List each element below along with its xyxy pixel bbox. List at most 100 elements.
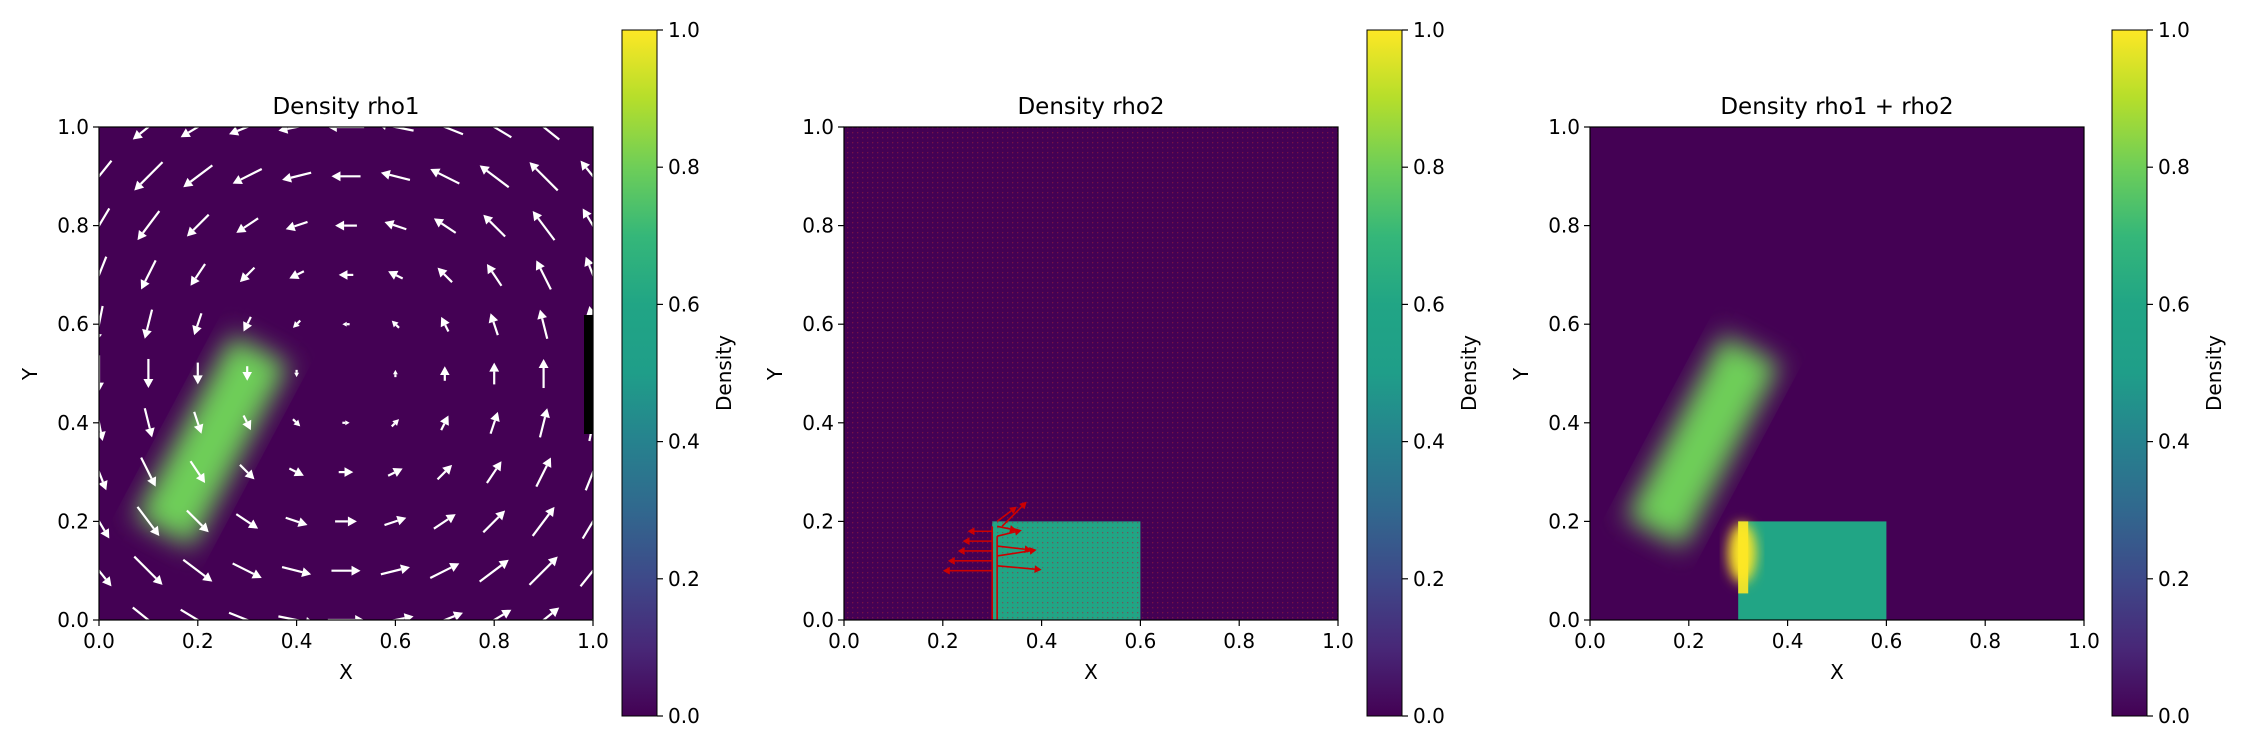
velocity-arrow-head	[393, 369, 398, 375]
x-tick-label: 0.2	[182, 629, 214, 653]
velocity-arrow-head	[301, 567, 312, 577]
velocity-arrow	[246, 316, 252, 324]
y-tick-label: 0.8	[57, 214, 89, 238]
velocity-arrow	[132, 606, 151, 620]
velocity-arrow	[492, 127, 512, 139]
x-tick-label: 0.8	[478, 629, 510, 653]
colorbar-tick-label: 0.0	[1413, 704, 1445, 728]
velocity-arrow	[392, 223, 407, 231]
velocity-arrow	[189, 164, 214, 183]
density-rectangle-rho2	[1738, 521, 1887, 620]
velocity-arrow-head	[327, 127, 337, 132]
x-tick-label: 0.0	[828, 629, 860, 653]
velocity-arrow-head	[236, 223, 247, 233]
velocity-arrow-head	[347, 516, 357, 527]
velocity-arrow	[441, 615, 456, 620]
velocity-arrow-head	[1008, 506, 1017, 514]
colorbar-tick-label: 1.0	[668, 18, 700, 42]
colorbar-tick-label: 0.4	[2158, 430, 2190, 454]
x-tick-label: 0.6	[379, 629, 411, 653]
y-axis-label: Y	[763, 367, 787, 381]
velocity-arrow-head	[132, 130, 143, 140]
colorbar-tick-label: 0.4	[1413, 430, 1445, 454]
y-axis-label: Y	[1509, 367, 1533, 381]
velocity-arrow-head	[242, 419, 252, 431]
velocity-arrow	[144, 259, 157, 282]
velocity-arrow-head	[549, 607, 560, 617]
velocity-arrow	[240, 168, 263, 181]
panel-sum: Density rho1 + rho2 0.0 0.2 0.4 0.6 0.8 1.00.…	[1509, 18, 2226, 728]
colorbar-gradient	[1366, 29, 1403, 717]
velocity-arrow-head	[584, 256, 593, 267]
colorbar-tick-label: 0.2	[1413, 567, 1445, 591]
velocity-arrow	[541, 127, 560, 141]
velocity-arrow-head	[102, 576, 112, 587]
velocity-arrow-head	[342, 321, 347, 327]
velocity-arrow-head	[597, 606, 607, 616]
velocity-arrow	[290, 171, 312, 179]
velocity-arrow-head	[403, 613, 414, 620]
x-tick-label: 0.0	[1574, 629, 1606, 653]
velocity-arrow	[581, 519, 593, 540]
x-tick-label: 1.0	[1322, 629, 1354, 653]
velocity-arrow-head	[293, 419, 301, 427]
velocity-arrow	[444, 324, 450, 332]
x-tick-label: 1.0	[577, 629, 609, 653]
colorbar-gradient	[2111, 29, 2148, 717]
plot-frame	[98, 126, 594, 621]
velocity-arrow	[996, 510, 1012, 523]
panel-rho2: Density rho2 0.0 0.2 0.4 0.6 0.8 1.0 0.0 0.2 0.4…	[763, 18, 1481, 728]
velocity-arrow-head	[392, 468, 403, 477]
velocity-arrow-head	[596, 555, 605, 565]
colorbar-tick-label: 0.0	[668, 704, 700, 728]
velocity-arrow	[292, 418, 297, 423]
y-tick-label: 0.2	[1548, 509, 1580, 533]
velocity-arrow-head	[282, 172, 292, 183]
velocity-arrow-head	[452, 611, 463, 620]
velocity-arrow-head	[134, 180, 145, 191]
velocity-arrow-head	[278, 127, 289, 134]
velocity-arrow-head	[538, 358, 549, 368]
velocity-arrow-head	[145, 427, 155, 438]
velocity-arrow-head	[143, 379, 154, 389]
velocity-arrow	[437, 172, 460, 185]
velocity-arrow	[133, 555, 157, 580]
velocity-arrow	[1001, 506, 1023, 527]
velocity-arrow-head	[293, 467, 304, 477]
velocity-arrow	[236, 127, 251, 132]
velocity-arrow-head	[1034, 565, 1042, 573]
velocity-arrow-head	[535, 260, 545, 271]
velocity-arrow-head	[477, 117, 487, 126]
velocity-arrow-head	[239, 272, 250, 283]
velocity-arrow	[99, 519, 106, 532]
velocity-arrow	[193, 411, 200, 426]
velocity-arrow-head	[1019, 501, 1027, 510]
velocity-arrow	[584, 469, 593, 491]
heatmap-area	[844, 127, 1338, 620]
colorbar-tick-label: 1.0	[1413, 18, 1445, 42]
velocity-arrow-head	[331, 171, 341, 182]
velocity-arrow-head	[242, 372, 252, 381]
velocity-arrow	[142, 210, 161, 234]
colorbar-label: Density	[712, 335, 736, 411]
velocity-arrow-head	[501, 609, 512, 619]
boundary-marker	[584, 315, 593, 434]
velocity-arrow-head	[442, 464, 453, 475]
velocity-arrow	[187, 127, 200, 134]
velocity-arrow	[443, 273, 453, 283]
y-axis-label: Y	[18, 367, 42, 381]
velocity-arrow	[528, 562, 553, 586]
velocity-arrow	[441, 127, 464, 136]
velocity-arrow	[491, 270, 503, 287]
velocity-arrow-head	[152, 574, 163, 585]
velocity-arrow	[278, 615, 303, 620]
velocity-arrow-head	[381, 127, 386, 130]
velocity-arrow	[99, 207, 111, 228]
velocity-arrow	[996, 525, 1011, 530]
x-tick-label: 1.0	[2068, 629, 2100, 653]
x-tick-label: 0.4	[281, 629, 313, 653]
velocity-arrow-head	[594, 504, 603, 514]
velocity-arrow-head	[99, 480, 108, 491]
velocity-arrow	[996, 531, 1016, 537]
velocity-arrow-head	[244, 469, 255, 480]
